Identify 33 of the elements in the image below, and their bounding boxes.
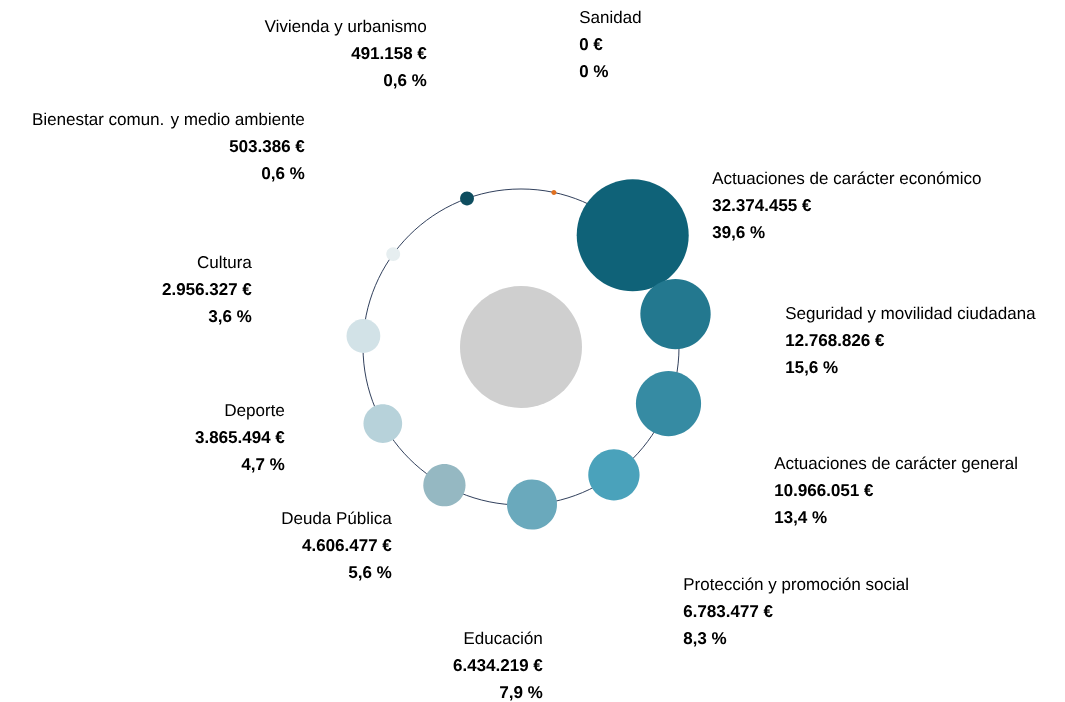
category-label: Sanidad <box>579 10 641 24</box>
data-label: 6.434.219 € <box>453 659 543 672</box>
data-label: 39,6 % <box>712 226 765 241</box>
category-label: Cultura <box>197 255 252 269</box>
data-label: 0 % <box>579 65 609 78</box>
data-label: 5,6 % <box>348 566 392 581</box>
data-label: 4,7 % <box>241 458 285 473</box>
category-label: Deuda Pública <box>282 511 392 525</box>
data-label: 7,9 % <box>500 686 543 701</box>
data-label: 32.374.455 € <box>712 199 812 212</box>
category-label: Educación <box>464 631 542 645</box>
data-label: 8,3 % <box>683 632 727 647</box>
data-label: 12.768.826 € <box>786 334 885 347</box>
data-label: 4.606.477 € <box>302 539 392 552</box>
data-label: 3,6 % <box>208 310 252 325</box>
category-label: Protección y promoción social <box>684 577 908 594</box>
category-label: Actuaciones de carácter económico <box>712 171 981 185</box>
data-label: 6.783.477 € <box>683 605 773 618</box>
data-label: 0,6 % <box>262 167 305 182</box>
category-label: Deporte <box>225 404 285 420</box>
category-label: Vivienda y urbanismo <box>264 19 427 36</box>
data-label: 503.386 € <box>229 140 305 153</box>
category-label: Actuaciones de carácter general <box>774 456 1017 473</box>
data-label: 3.865.494 € <box>195 431 285 444</box>
data-label: 13,4 % <box>775 511 827 526</box>
data-label: 0,6 % <box>384 74 427 89</box>
data-label: 0 € <box>579 38 603 51</box>
data-label: 491.158 € <box>351 47 427 60</box>
data-label: 15,6 % <box>786 361 838 376</box>
category-label: Seguridad y movilidad ciudadana <box>785 306 1036 323</box>
data-label: 2.956.327 € <box>162 283 252 296</box>
data-label: 10.966.051 € <box>775 484 874 497</box>
category-label: Bienestar comun. y medio ambiente <box>33 112 304 129</box>
